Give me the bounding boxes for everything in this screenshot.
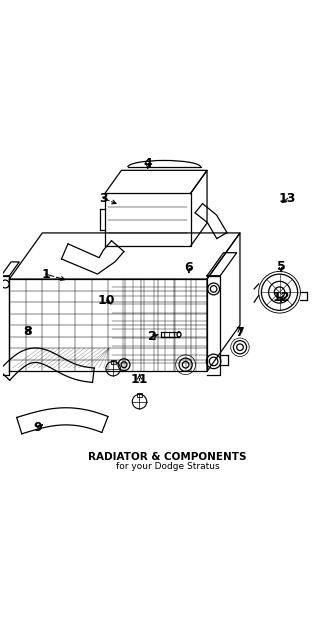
- Text: 7: 7: [236, 326, 244, 339]
- Text: 5: 5: [277, 260, 285, 273]
- Text: 1: 1: [41, 268, 50, 281]
- Text: 10: 10: [98, 294, 115, 307]
- Text: 4: 4: [143, 157, 152, 170]
- Text: 11: 11: [131, 373, 148, 386]
- Bar: [111, 360, 116, 364]
- Text: 12: 12: [272, 291, 290, 304]
- Text: RADIATOR & COMPONENTS: RADIATOR & COMPONENTS: [88, 452, 247, 462]
- Text: 2: 2: [148, 330, 157, 343]
- Text: 6: 6: [185, 261, 193, 274]
- Text: 8: 8: [23, 325, 32, 338]
- Bar: [137, 393, 142, 396]
- Text: 13: 13: [279, 192, 296, 205]
- Text: 3: 3: [99, 192, 108, 205]
- Text: for your Dodge Stratus: for your Dodge Stratus: [116, 462, 219, 471]
- Text: 9: 9: [33, 421, 42, 434]
